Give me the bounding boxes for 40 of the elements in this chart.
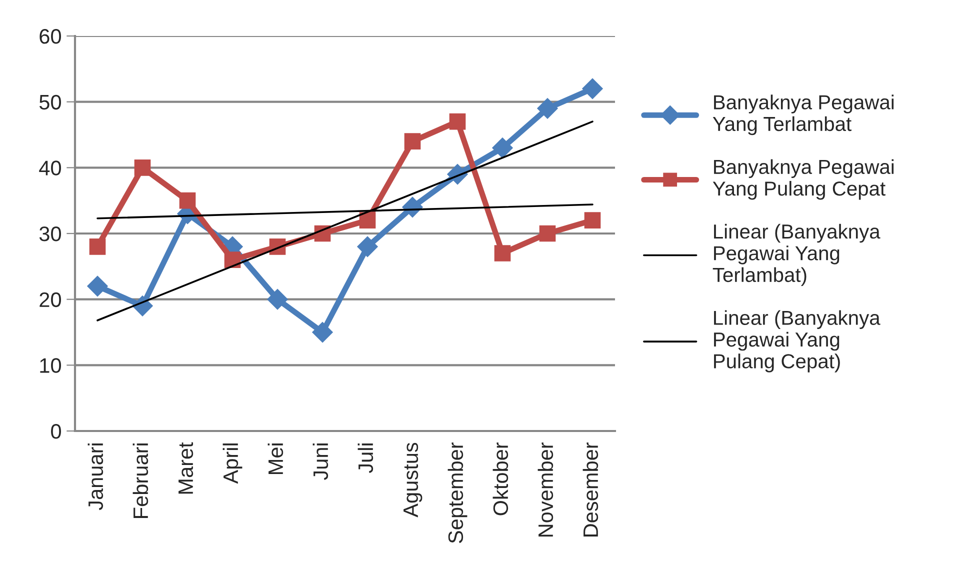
legend-label: Linear (Banyaknya Pegawai Yang Terlambat)	[712, 224, 880, 286]
point	[494, 245, 511, 262]
x-tick-label: Oktober	[492, 442, 508, 516]
point	[267, 288, 288, 310]
y-tick-label: 40	[39, 160, 61, 176]
legend-label: Linear (Banyaknya Pegawai Yang Pulang Cepat)	[714, 310, 880, 372]
x-tick-label: November	[538, 442, 554, 536]
x-tick-label: Maret	[178, 442, 194, 494]
point	[87, 276, 108, 297]
x-tick-label: Agustus	[404, 442, 422, 518]
y-tick-label: 0	[51, 424, 61, 439]
point	[357, 236, 378, 258]
y-tick-label: 30	[39, 226, 61, 242]
point	[537, 98, 558, 119]
point	[312, 322, 333, 343]
y-tick-label: 20	[40, 292, 61, 308]
point	[134, 160, 151, 176]
point	[359, 212, 376, 228]
x-tick-label: September	[448, 442, 468, 544]
x-tick-label: Desember	[582, 442, 598, 536]
point	[179, 192, 196, 209]
point	[539, 225, 556, 242]
point	[449, 113, 466, 130]
point	[224, 252, 241, 268]
point	[89, 238, 106, 255]
y-tick-label: 60	[40, 29, 61, 44]
x-tick-label: Juli	[358, 444, 374, 474]
legend-label: Banyaknya Pegawai Yang Terlambat	[712, 94, 894, 136]
x-tick-label: Juni	[312, 444, 328, 480]
y-tick-label: 50	[39, 94, 61, 110]
x-tick-label: Februari	[132, 444, 148, 518]
y-tick-label: 10	[40, 358, 61, 373]
x-tick-label: Mei	[268, 444, 284, 474]
x-tick-label: April	[222, 444, 242, 484]
x-tick-label: Januari	[88, 444, 104, 510]
point	[404, 133, 421, 150]
legend-label: Banyaknya Pegawai Yang Pulang Cepat	[712, 159, 894, 200]
point	[582, 78, 603, 100]
point	[492, 138, 513, 158]
point	[584, 212, 601, 228]
